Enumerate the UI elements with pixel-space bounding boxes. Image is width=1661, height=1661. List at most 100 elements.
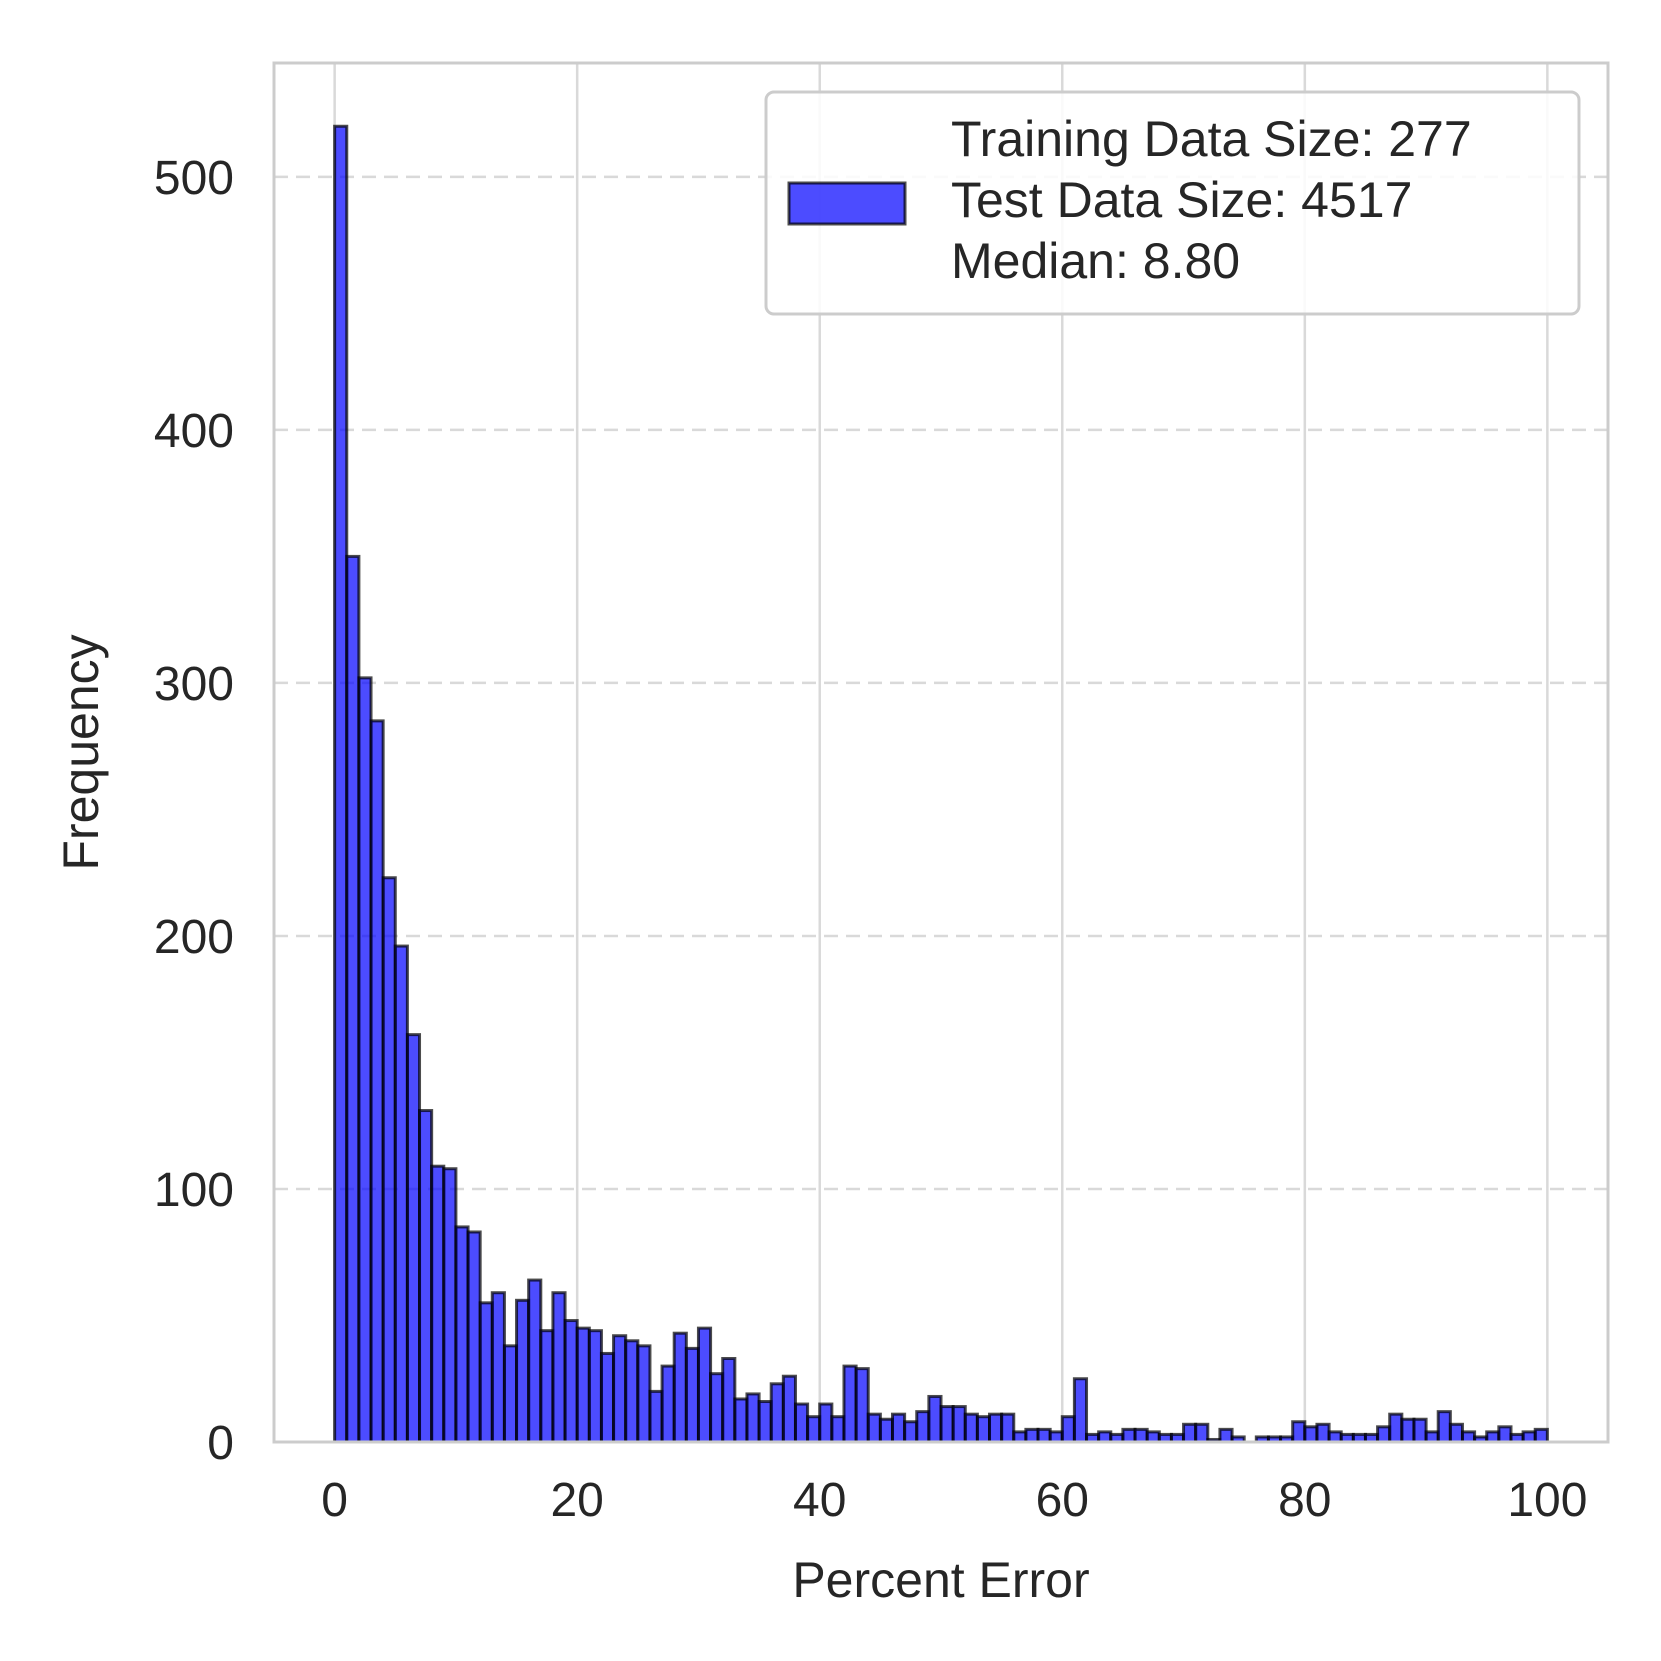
y-tick-label: 100 [154, 1164, 234, 1217]
histogram-bar [1303, 1425, 1319, 1444]
x-tick-label: 60 [1036, 1474, 1089, 1527]
y-tick-labels: 0 100 200 300 400 500 [154, 152, 234, 1470]
y-tick-label: 200 [154, 911, 234, 964]
histogram-bar [1424, 1430, 1440, 1444]
x-tick-label: 0 [321, 1474, 348, 1527]
histogram-bar [878, 1417, 894, 1444]
histogram-bar [721, 1357, 737, 1444]
histogram-bar [1497, 1425, 1513, 1444]
histogram-bar [1060, 1415, 1076, 1444]
histogram-bar [1485, 1430, 1501, 1444]
histogram-bar [1400, 1417, 1416, 1444]
legend: Training Data Size: 277 Test Data Size: … [764, 90, 1581, 316]
histogram-bar [1048, 1430, 1064, 1444]
histogram-bar [454, 1225, 470, 1444]
histogram-bar [672, 1331, 688, 1444]
histogram-bar [757, 1400, 773, 1444]
histogram-bar [1072, 1377, 1089, 1444]
histogram-bar [430, 1164, 446, 1444]
histogram-bar [1315, 1422, 1331, 1444]
histogram-bar [1533, 1427, 1549, 1444]
x-tick-label: 80 [1278, 1474, 1331, 1527]
histogram-bar [466, 1230, 482, 1444]
histogram-bar [1388, 1412, 1404, 1444]
x-tick-label: 20 [550, 1474, 603, 1527]
histogram-bar [903, 1420, 919, 1444]
histogram-bar [988, 1412, 1004, 1444]
plot-frame [272, 61, 1610, 1444]
histogram-bar [442, 1167, 458, 1444]
legend-box [764, 90, 1581, 316]
histogram-bar [1024, 1427, 1040, 1444]
histogram-bar [369, 719, 385, 1444]
histogram-bar [502, 1344, 519, 1444]
histogram-bar [539, 1329, 555, 1444]
histogram-bar [405, 1033, 422, 1444]
histogram-bar [1097, 1430, 1113, 1444]
legend-test-size: Test Data Size: 4517 [951, 172, 1412, 228]
histogram-bar [1436, 1410, 1452, 1444]
histogram-bar [1376, 1425, 1392, 1444]
histogram-bar [745, 1392, 761, 1444]
histogram-bar [684, 1346, 700, 1444]
histogram-bar [1121, 1427, 1137, 1444]
histogram-bar [1194, 1422, 1210, 1444]
histogram-bar [818, 1402, 834, 1444]
histogram-bar [1012, 1430, 1028, 1444]
histogram-bar [1218, 1427, 1234, 1444]
histogram-bar [612, 1334, 628, 1444]
histogram-bar [345, 554, 361, 1444]
histogram-bar [490, 1291, 506, 1444]
histogram-bar [575, 1326, 591, 1444]
histogram-bar [927, 1394, 943, 1444]
histogram-bar [1460, 1430, 1477, 1444]
histogram-bar [1036, 1427, 1052, 1444]
x-tick-label: 100 [1507, 1474, 1587, 1527]
histogram-bar [866, 1412, 882, 1444]
histogram-bar [890, 1412, 907, 1444]
histogram-bar [1291, 1420, 1307, 1444]
x-tick-labels: 0 20 40 60 80 100 [321, 1474, 1587, 1527]
histogram-bar [357, 676, 373, 1444]
histogram-bar [587, 1329, 603, 1444]
legend-swatch [787, 181, 907, 226]
histogram-bar [1521, 1430, 1537, 1444]
legend-training-size: Training Data Size: 277 [951, 111, 1472, 167]
histogram-bar [951, 1405, 967, 1444]
histogram-bar [769, 1382, 785, 1444]
histogram-bar [1412, 1417, 1428, 1444]
y-tick-label: 300 [154, 658, 234, 711]
x-tick-label: 40 [793, 1474, 846, 1527]
histogram-bar [842, 1364, 858, 1444]
histogram-bar [478, 1301, 494, 1444]
histogram-bar [660, 1364, 676, 1444]
histogram-bar [418, 1109, 434, 1444]
histogram-bar [830, 1415, 846, 1444]
histogram-bar [636, 1344, 652, 1444]
histogram-bar [648, 1389, 664, 1444]
histogram-bar [563, 1319, 579, 1444]
histogram-bar [333, 124, 349, 1444]
histogram-bar [1000, 1412, 1016, 1444]
histogram-bar [939, 1405, 955, 1444]
histogram-bar [551, 1291, 567, 1444]
histogram-bar [709, 1372, 725, 1444]
y-axis-label: Frequency [53, 634, 109, 870]
histogram-bar [1133, 1427, 1149, 1444]
histogram-bar [381, 876, 397, 1444]
histogram-bar [515, 1298, 531, 1444]
histogram-bar [1182, 1422, 1198, 1444]
histogram-bar [975, 1415, 992, 1444]
histogram-bar [599, 1351, 616, 1444]
histogram-bar [733, 1397, 749, 1444]
y-tick-label: 400 [154, 405, 234, 458]
histogram-bar [781, 1374, 797, 1444]
legend-median: Median: 8.80 [951, 233, 1240, 289]
histogram-bar [793, 1402, 810, 1444]
histogram-bar [1327, 1430, 1343, 1444]
x-axis-label: Percent Error [792, 1552, 1089, 1608]
y-tick-label: 0 [207, 1417, 234, 1470]
histogram-bar [393, 944, 409, 1444]
histogram-bar [527, 1278, 543, 1444]
